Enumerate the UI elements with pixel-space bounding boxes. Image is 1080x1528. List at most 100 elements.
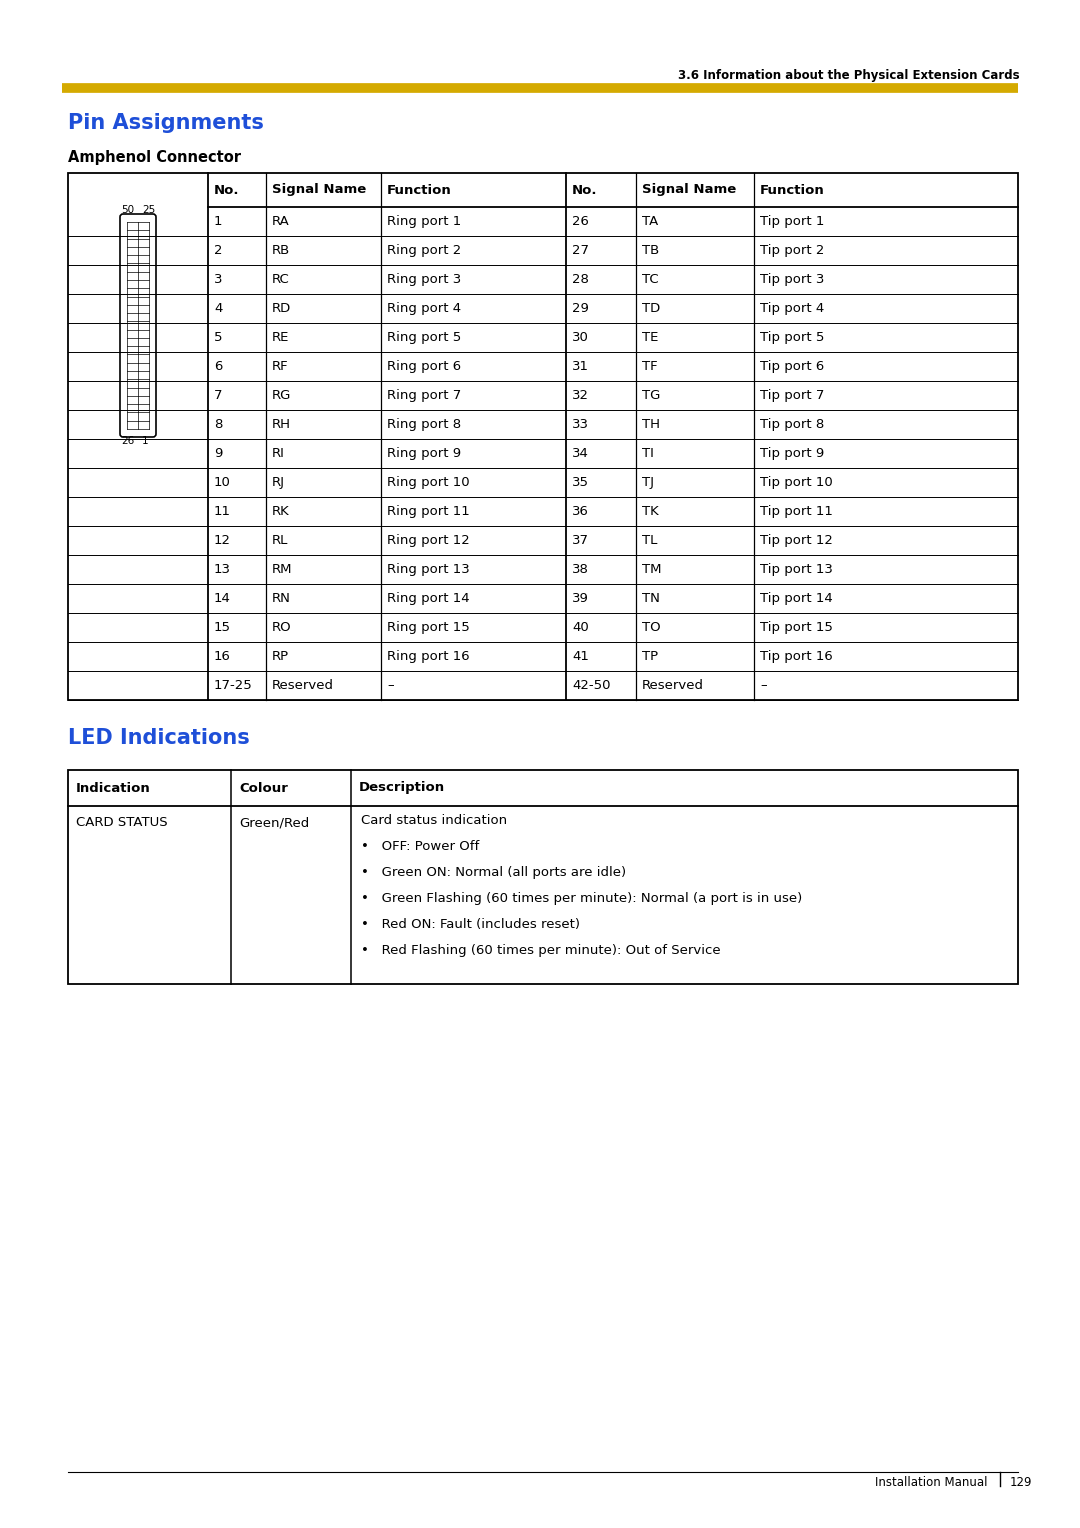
Text: Ring port 15: Ring port 15 [387,620,470,634]
Text: 3: 3 [214,274,222,286]
Text: Description: Description [359,781,445,795]
Text: •   Red ON: Fault (includes reset): • Red ON: Fault (includes reset) [361,918,580,931]
Text: RF: RF [272,361,288,373]
Text: Tip port 3: Tip port 3 [760,274,824,286]
Text: Tip port 5: Tip port 5 [760,332,824,344]
Text: Tip port 7: Tip port 7 [760,390,824,402]
Text: Ring port 4: Ring port 4 [387,303,461,315]
Text: 38: 38 [572,562,589,576]
Text: Tip port 4: Tip port 4 [760,303,824,315]
Text: 32: 32 [572,390,589,402]
Text: 28: 28 [572,274,589,286]
Text: 26: 26 [121,435,134,446]
Text: Ring port 8: Ring port 8 [387,419,461,431]
Text: 39: 39 [572,591,589,605]
Text: 4: 4 [214,303,222,315]
Text: 1: 1 [141,435,149,446]
Text: TK: TK [642,504,659,518]
Text: RJ: RJ [272,477,285,489]
Text: RL: RL [272,533,288,547]
Text: Signal Name: Signal Name [272,183,366,197]
Text: •   Red Flashing (60 times per minute): Out of Service: • Red Flashing (60 times per minute): Ou… [361,944,720,957]
Text: 16: 16 [214,649,231,663]
Text: TA: TA [642,215,658,228]
Text: Tip port 13: Tip port 13 [760,562,833,576]
Text: Ring port 10: Ring port 10 [387,477,470,489]
Text: 14: 14 [214,591,231,605]
Text: –: – [760,678,767,692]
Text: 13: 13 [214,562,231,576]
Text: 5: 5 [214,332,222,344]
Text: No.: No. [572,183,597,197]
Text: 34: 34 [572,448,589,460]
Text: Indication: Indication [76,781,151,795]
Text: 10: 10 [214,477,231,489]
Text: 25: 25 [141,205,156,215]
Text: Ring port 7: Ring port 7 [387,390,461,402]
Text: RI: RI [272,448,285,460]
Text: 50: 50 [121,205,134,215]
Text: Tip port 12: Tip port 12 [760,533,833,547]
Text: •   Green ON: Normal (all ports are idle): • Green ON: Normal (all ports are idle) [361,866,626,879]
Text: Card status indication: Card status indication [361,814,508,827]
Text: 31: 31 [572,361,589,373]
Text: –: – [387,678,393,692]
Text: 33: 33 [572,419,589,431]
Text: Tip port 2: Tip port 2 [760,244,824,257]
Text: Tip port 15: Tip port 15 [760,620,833,634]
Text: 36: 36 [572,504,589,518]
Text: Tip port 14: Tip port 14 [760,591,833,605]
Text: TH: TH [642,419,660,431]
Text: Colour: Colour [239,781,288,795]
Text: TI: TI [642,448,653,460]
Text: Pin Assignments: Pin Assignments [68,113,264,133]
Text: Ring port 12: Ring port 12 [387,533,470,547]
Text: •   Green Flashing (60 times per minute): Normal (a port is in use): • Green Flashing (60 times per minute): … [361,892,802,905]
Text: TP: TP [642,649,658,663]
Text: 35: 35 [572,477,589,489]
Text: Signal Name: Signal Name [642,183,737,197]
Text: TD: TD [642,303,660,315]
Text: 40: 40 [572,620,589,634]
Text: 3.6 Information about the Physical Extension Cards: 3.6 Information about the Physical Exten… [678,69,1020,83]
Text: Ring port 5: Ring port 5 [387,332,461,344]
Text: RC: RC [272,274,289,286]
Text: Tip port 9: Tip port 9 [760,448,824,460]
Text: 2: 2 [214,244,222,257]
Text: Tip port 6: Tip port 6 [760,361,824,373]
Bar [68,770,1018,984]
Text: RN: RN [272,591,291,605]
Text: 42-50: 42-50 [572,678,610,692]
Text: •   OFF: Power Off: • OFF: Power Off [361,840,480,853]
Text: Tip port 1: Tip port 1 [760,215,824,228]
Text: TG: TG [642,390,660,402]
Text: TC: TC [642,274,659,286]
Text: No.: No. [214,183,240,197]
Text: 11: 11 [214,504,231,518]
Text: RH: RH [272,419,291,431]
Text: Ring port 13: Ring port 13 [387,562,470,576]
Text: 30: 30 [572,332,589,344]
Text: RG: RG [272,390,292,402]
Text: 7: 7 [214,390,222,402]
Text: Tip port 11: Tip port 11 [760,504,833,518]
Text: LED Indications: LED Indications [68,727,249,749]
Text: RO: RO [272,620,292,634]
Text: TO: TO [642,620,661,634]
Text: Ring port 1: Ring port 1 [387,215,461,228]
Text: RP: RP [272,649,289,663]
Text: 37: 37 [572,533,589,547]
Text: 41: 41 [572,649,589,663]
Text: 17-25: 17-25 [214,678,253,692]
Text: 15: 15 [214,620,231,634]
Text: Tip port 10: Tip port 10 [760,477,833,489]
Text: 9: 9 [214,448,222,460]
Text: Function: Function [387,183,451,197]
Text: Ring port 3: Ring port 3 [387,274,461,286]
Text: RK: RK [272,504,289,518]
Text: RB: RB [272,244,291,257]
Text: RE: RE [272,332,289,344]
Text: Reserved: Reserved [272,678,334,692]
Text: 26: 26 [572,215,589,228]
Text: 129: 129 [1010,1476,1032,1488]
